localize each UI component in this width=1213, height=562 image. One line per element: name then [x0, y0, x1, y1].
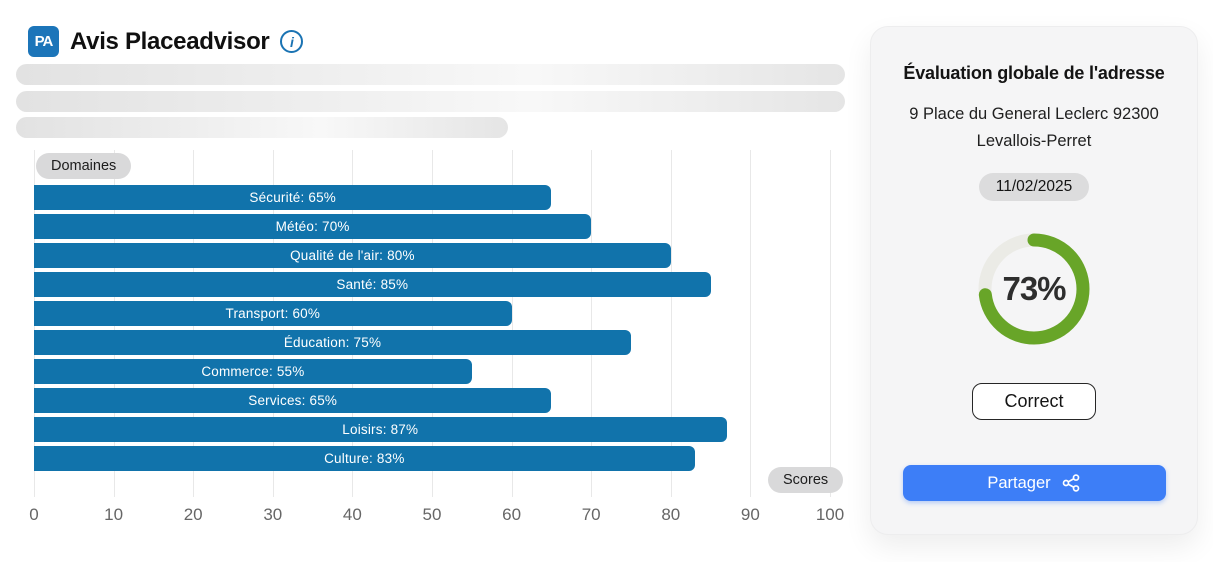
- y-axis-badge: Domaines: [36, 153, 132, 179]
- bar-qualit-de-l-air: Qualité de l'air: 80%: [34, 243, 671, 268]
- bar-label: Culture: 83%: [324, 451, 405, 466]
- score-donut-chart: 73%: [972, 227, 1096, 351]
- x-tick-label: 60: [502, 505, 522, 524]
- bar-label: Sécurité: 65%: [249, 190, 337, 205]
- x-tick-label: 20: [183, 505, 203, 524]
- bar-label: Commerce: 55%: [201, 364, 305, 379]
- bar-loisirs: Loisirs: 87%: [34, 417, 727, 442]
- bar-transport: Transport: 60%: [34, 301, 512, 326]
- x-tick-label: 70: [581, 505, 601, 524]
- address-line-2: Levallois-Perret: [976, 131, 1092, 150]
- gridline: [670, 150, 672, 497]
- bar-culture: Culture: 83%: [34, 446, 695, 471]
- gridline: [750, 150, 752, 497]
- bar--ducation: Éducation: 75%: [34, 330, 631, 355]
- score-percent: 73%: [1002, 270, 1066, 308]
- app-header: PA Avis Placeadvisor i: [28, 26, 304, 57]
- page-title: Avis Placeadvisor: [70, 27, 270, 55]
- loading-skeleton: [16, 117, 508, 138]
- bar-label: Services: 65%: [248, 393, 338, 408]
- bar-label: Qualité de l'air: 80%: [290, 248, 415, 263]
- gridline: [511, 150, 513, 497]
- share-nodes-icon: [1062, 474, 1079, 493]
- bar-label: Loisirs: 87%: [342, 422, 419, 437]
- x-tick-label: 80: [661, 505, 681, 524]
- x-tick-label: 30: [263, 505, 283, 524]
- x-tick-label: 0: [29, 505, 39, 524]
- bar-m-t-o: Météo: 70%: [34, 214, 592, 239]
- bar-sant-: Santé: 85%: [34, 272, 711, 297]
- address-line-1: 9 Place du General Leclerc 92300: [909, 105, 1159, 123]
- bar-label: Transport: 60%: [225, 306, 321, 321]
- bar-services: Services: 65%: [34, 388, 552, 413]
- gridline: [830, 150, 831, 497]
- loading-skeleton: [16, 64, 845, 85]
- bar-label: Météo: 70%: [275, 219, 350, 234]
- bar-s-curit-: Sécurité: 65%: [34, 185, 552, 210]
- x-axis-badge: Scores: [768, 467, 844, 493]
- share-button[interactable]: Partager: [902, 465, 1166, 502]
- x-tick-label: 90: [740, 505, 760, 524]
- rating-button[interactable]: Correct: [972, 383, 1096, 421]
- address-text: 9 Place du General Leclerc 92300 Levallo…: [909, 101, 1159, 154]
- donut-svg: [978, 233, 1090, 345]
- loading-skeleton: [16, 91, 845, 112]
- x-tick-label: 10: [104, 505, 124, 524]
- x-tick-label: 50: [422, 505, 442, 524]
- evaluation-card: Évaluation globale de l'adresse 9 Place …: [870, 26, 1198, 535]
- share-button-label: Partager: [987, 473, 1051, 492]
- domain-scores-chart: Sécurité: 65% Météo: 70% Qualité de l'air:…: [29, 150, 844, 545]
- card-title: Évaluation globale de l'adresse: [903, 63, 1165, 83]
- placeadvisor-logo: PA: [28, 26, 59, 57]
- info-icon[interactable]: i: [280, 30, 304, 53]
- bar-commerce: Commerce: 55%: [34, 359, 472, 384]
- bar-label: Éducation: 75%: [283, 335, 382, 350]
- x-tick-label: 100: [815, 505, 845, 524]
- x-tick-label: 40: [342, 505, 362, 524]
- date-badge: 11/02/2025: [978, 173, 1090, 202]
- bar-label: Santé: 85%: [336, 277, 409, 292]
- gridline: [591, 150, 593, 497]
